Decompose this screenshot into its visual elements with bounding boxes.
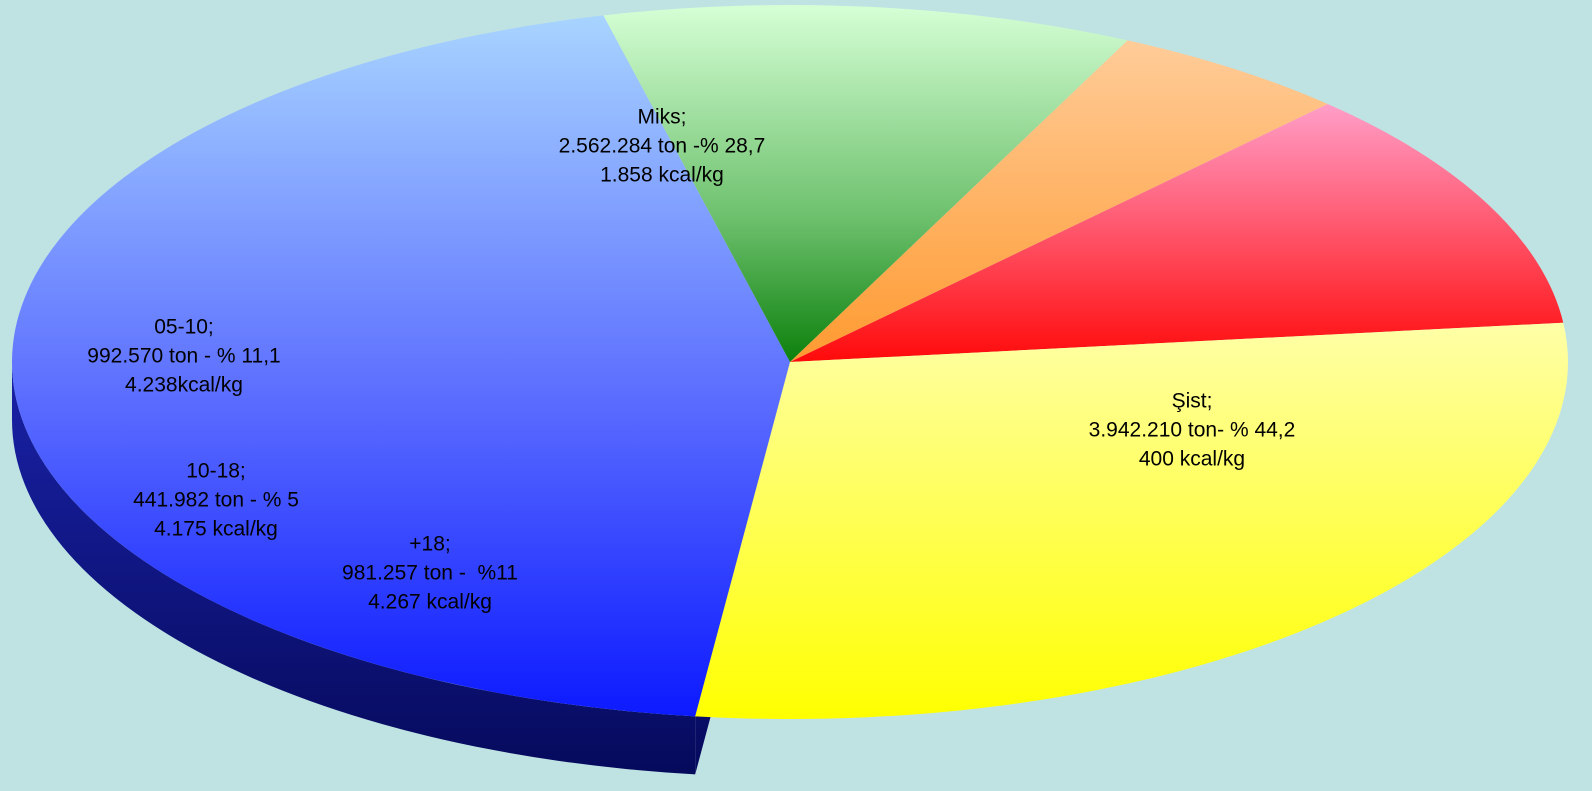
slice-plus18-label-line: +18; (409, 532, 451, 556)
slice-05-10-label-line: 4.238kcal/kg (125, 373, 243, 397)
slice-miks-label: Miks; 2.562.284 ton -% 28,7 1.858 kcal/kg (559, 103, 766, 190)
slice-05-10-label: 05-10; 992.570 ton - % 11,1 4.238kcal/kg (87, 313, 280, 400)
slice-sist-label-line: 3.942.210 ton- % 44,2 (1088, 418, 1296, 442)
slice-05-10-label-line: 05-10; (154, 315, 214, 339)
slice-plus18-label: +18; 981.257 ton - %11 4.267 kcal/kg (342, 530, 518, 617)
slice-05-10-label-line: 992.570 ton - % 11,1 (87, 344, 281, 368)
slice-plus18-label-line: 981.257 ton - %11 (342, 561, 518, 585)
slice-miks (695, 322, 1568, 720)
slice-miks-label-line: 2.562.284 ton -% 28,7 (558, 134, 766, 158)
slice-10-18-label-line: 441.982 ton - % 5 (133, 488, 299, 512)
slice-10-18 (790, 40, 1328, 362)
slice-10-18-label-line: 4.175 kcal/kg (154, 517, 278, 541)
slice-sist-label-line: Şist; (1171, 389, 1213, 413)
slice-plus18-label-line: 4.267 kcal/kg (368, 590, 492, 614)
slice-10-18-label: 10-18; 441.982 ton - % 5 4.175 kcal/kg (133, 457, 299, 544)
slice-miks-label-line: 1.858 kcal/kg (600, 163, 724, 187)
slice-10-18-label-line: 10-18; (186, 459, 246, 483)
slice-05-10 (790, 103, 1564, 362)
slice-plus18 (603, 4, 1128, 362)
slice-miks-label-line: Miks; (637, 105, 687, 129)
slice-sist-label-line: 400 kcal/kg (1138, 447, 1246, 471)
slice-sist-label: Şist; 3.942.210 ton- % 44,2 400 kcal/kg (1089, 387, 1296, 474)
slice-sist (12, 15, 790, 717)
slice-sist-side (12, 362, 696, 775)
